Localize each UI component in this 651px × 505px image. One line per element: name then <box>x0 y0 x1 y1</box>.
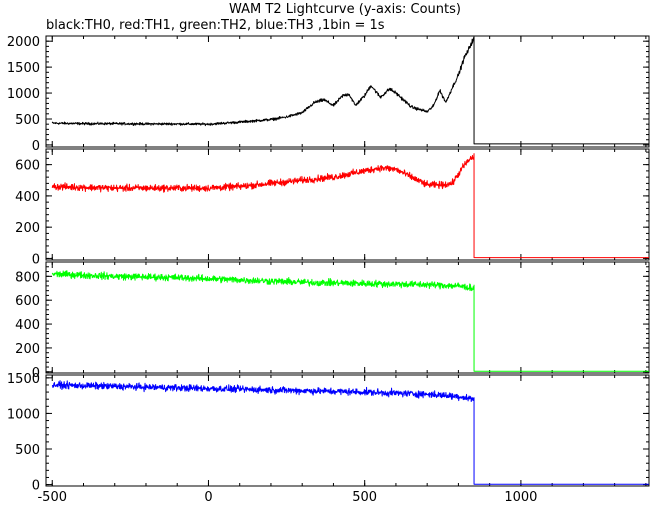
panel-frame <box>45 148 650 261</box>
y-tick-label: 2000 <box>7 35 40 50</box>
y-tick-label: 600 <box>15 294 40 309</box>
y-tick-label: 600 <box>15 159 40 174</box>
y-tick-label: 800 <box>15 270 40 285</box>
x-tick-label: 1000 <box>504 490 537 505</box>
y-tick-label: 1000 <box>7 87 40 102</box>
y-tick-label: 400 <box>15 190 40 205</box>
panel-frame <box>45 35 650 148</box>
y-tick-label: 500 <box>15 443 40 458</box>
panel-frame <box>45 261 650 374</box>
panel-th1: 0 200 400 600 <box>15 148 650 267</box>
series-line-th1 <box>51 153 649 259</box>
y-tick-label: 0 <box>32 479 40 494</box>
y-tick-label: 400 <box>15 318 40 333</box>
y-tick-label: 500 <box>15 113 40 128</box>
panel-th2: 0 200 400 600 800 <box>15 261 650 381</box>
y-tick-label: 0 <box>32 252 40 267</box>
y-tick-label: 200 <box>15 342 40 357</box>
y-tick-label: 1500 <box>7 372 40 387</box>
y-tick-label: 0 <box>32 366 40 381</box>
y-tick-label: 1500 <box>7 61 40 76</box>
y-tick-label: 200 <box>15 221 40 236</box>
x-tick-label: 500 <box>352 490 377 505</box>
x-tick-label: 0 <box>204 490 212 505</box>
y-tick-label: 0 <box>32 139 40 154</box>
panels: 0500100015002000020040060002004006008000… <box>7 35 650 494</box>
panel-th3: 0 500 1000 1500 <box>7 372 650 494</box>
x-tick-label: -500 <box>37 490 67 505</box>
panel-frame <box>45 374 650 487</box>
x-axis-ticks: -500 0 500 1000 <box>37 490 537 505</box>
chart-title: WAM T2 Lightcurve (y-axis: Counts) <box>229 2 461 17</box>
series-line-th0 <box>51 36 649 145</box>
y-tick-label: 1000 <box>7 407 40 422</box>
panel-th0: 0 500 1000 1500 2000 <box>7 35 650 154</box>
chart-subtitle: black:TH0, red:TH1, green:TH2, blue:TH3 … <box>46 18 385 33</box>
series-line-th2 <box>51 270 649 372</box>
series-line-th3 <box>51 380 649 485</box>
